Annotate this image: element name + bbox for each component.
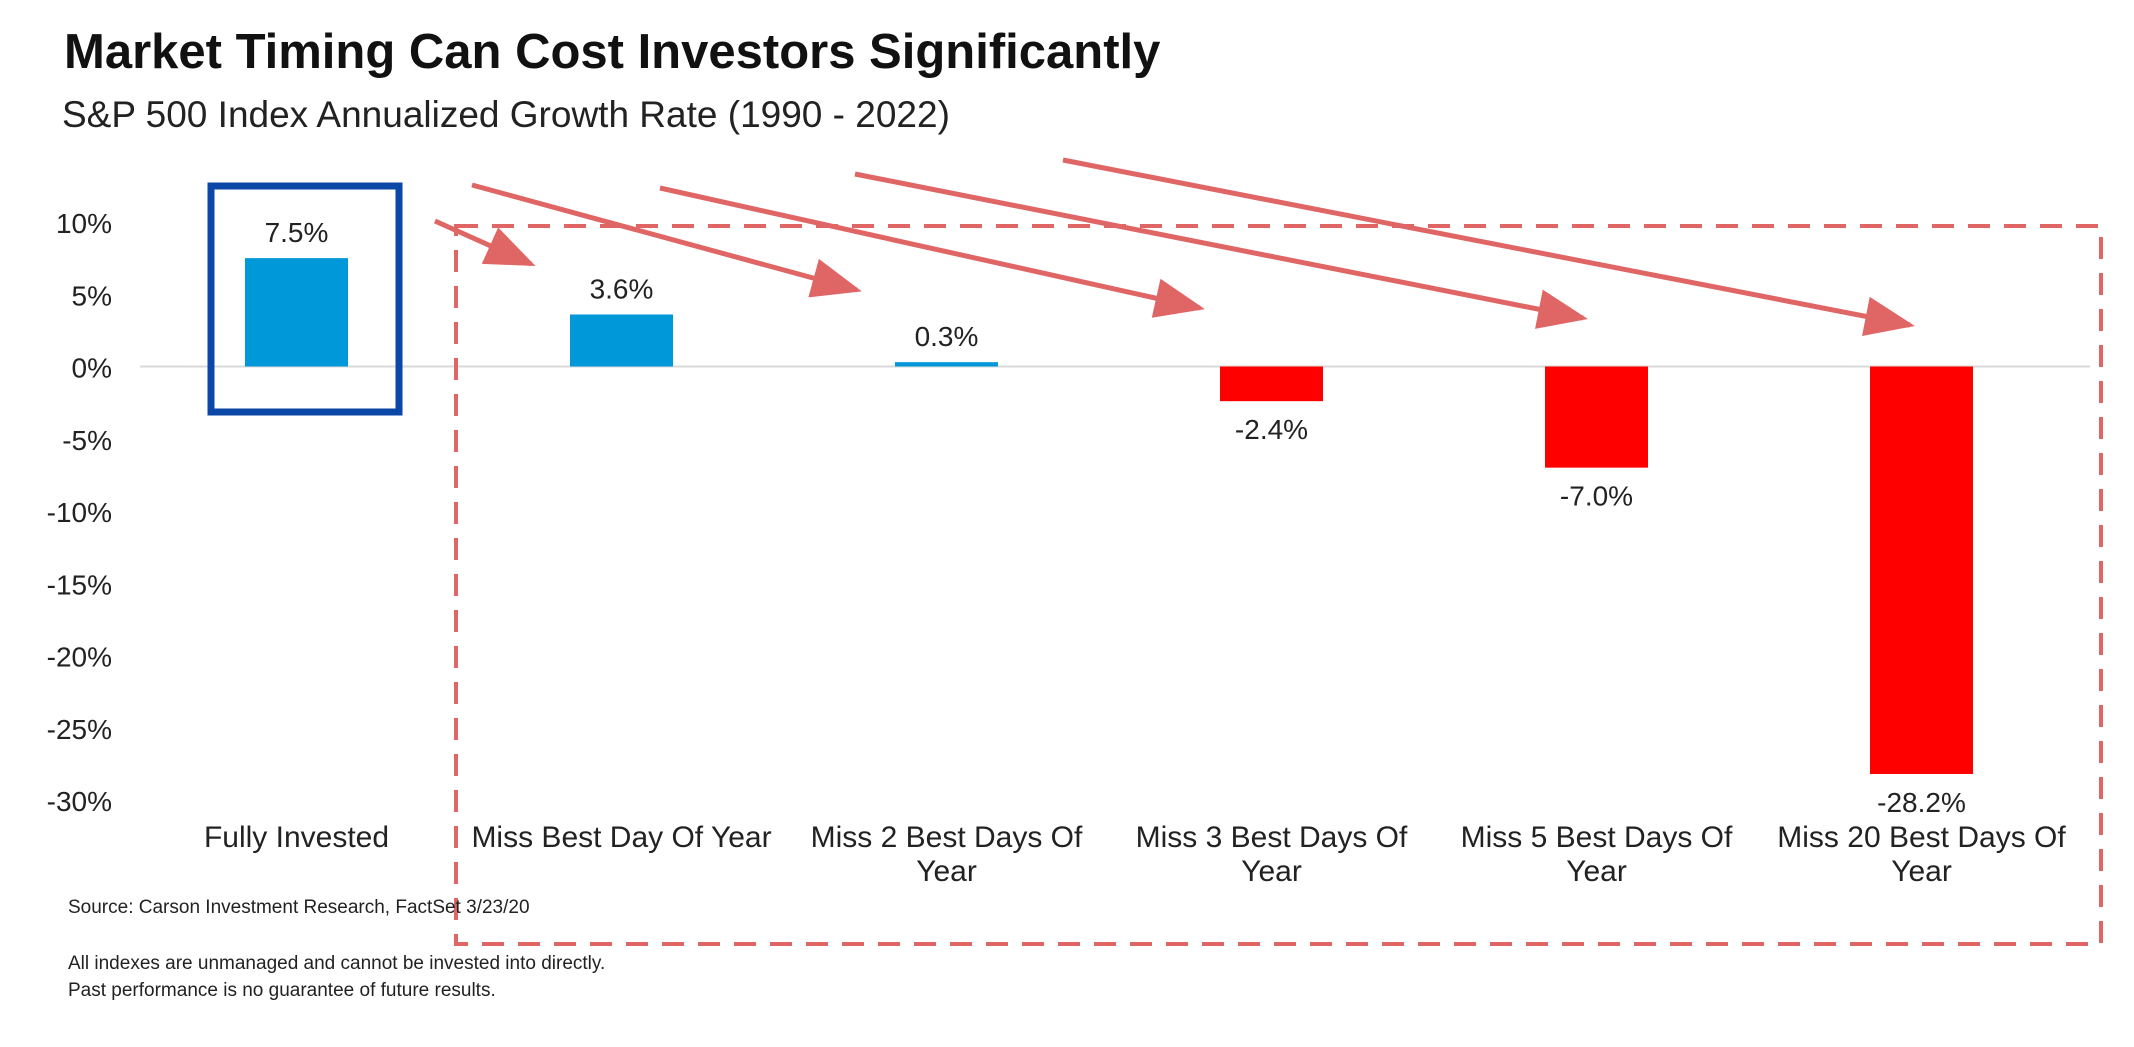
x-tick-label: Miss 3 Best Days Of [1136, 821, 1408, 854]
chart-title: Market Timing Can Cost Investors Signifi… [64, 25, 1161, 79]
annotation-arrow [1062, 157, 1915, 337]
data-label: -2.4% [1235, 414, 1308, 445]
bar [570, 314, 673, 367]
bar [895, 362, 998, 367]
bar [245, 258, 348, 367]
x-tick-label: Miss 5 Best Days Of [1461, 821, 1733, 854]
fully-invested-highlight-box [207, 182, 403, 416]
y-tick-label: -10% [47, 497, 112, 528]
y-tick-label: -15% [47, 569, 112, 600]
x-tick-label: Year [916, 855, 977, 888]
y-axis: 10% 5% 0% -5% -10% -15% -20% -25% -30% [47, 208, 112, 817]
source-note: Source: Carson Investment Research, Fact… [68, 897, 530, 918]
y-tick-label: -20% [47, 642, 112, 673]
y-tick-label: 10% [56, 208, 112, 239]
data-label: 7.5% [265, 217, 329, 248]
data-label: -28.2% [1877, 787, 1966, 818]
missed-days-region-box [454, 224, 2103, 946]
x-tick-label: Year [1241, 855, 1302, 888]
x-axis: Fully Invested Miss Best Day Of Year Miss … [204, 821, 2066, 888]
y-tick-label: -30% [47, 786, 112, 817]
bar [1545, 366, 1648, 468]
bar [1220, 366, 1323, 402]
x-tick-label: Fully Invested [204, 821, 389, 854]
annotation-arrow [433, 218, 536, 267]
x-tick-label: Miss 2 Best Days Of [811, 821, 1083, 854]
disclaimer-line-2: Past performance is no guarantee of futu… [68, 980, 496, 1001]
x-tick-label: Year [1891, 855, 1952, 888]
data-label: 3.6% [590, 273, 654, 304]
data-labels: 7.5% 3.6% 0.3% -2.4% -7.0% -28.2% [265, 217, 1966, 818]
x-tick-label: Miss Best Day Of Year [471, 821, 771, 854]
data-label: 0.3% [915, 321, 979, 352]
x-tick-label: Year [1566, 855, 1627, 888]
bar [1870, 366, 1973, 774]
disclaimer-line-1: All indexes are unmanaged and cannot be … [68, 953, 606, 974]
y-tick-label: 5% [72, 280, 112, 311]
annotation-arrow [854, 171, 1588, 329]
chart-subtitle: S&P 500 Index Annualized Growth Rate (19… [62, 94, 950, 135]
bars [245, 258, 1973, 774]
annotation-arrow [659, 185, 1205, 318]
data-label: -7.0% [1560, 481, 1633, 512]
annotation-arrow [471, 182, 862, 298]
annotations [207, 157, 2103, 946]
y-tick-label: -25% [47, 714, 112, 745]
y-tick-label: -5% [62, 425, 112, 456]
y-tick-label: 0% [72, 353, 112, 384]
x-tick-label: Miss 20 Best Days Of [1777, 821, 2066, 854]
